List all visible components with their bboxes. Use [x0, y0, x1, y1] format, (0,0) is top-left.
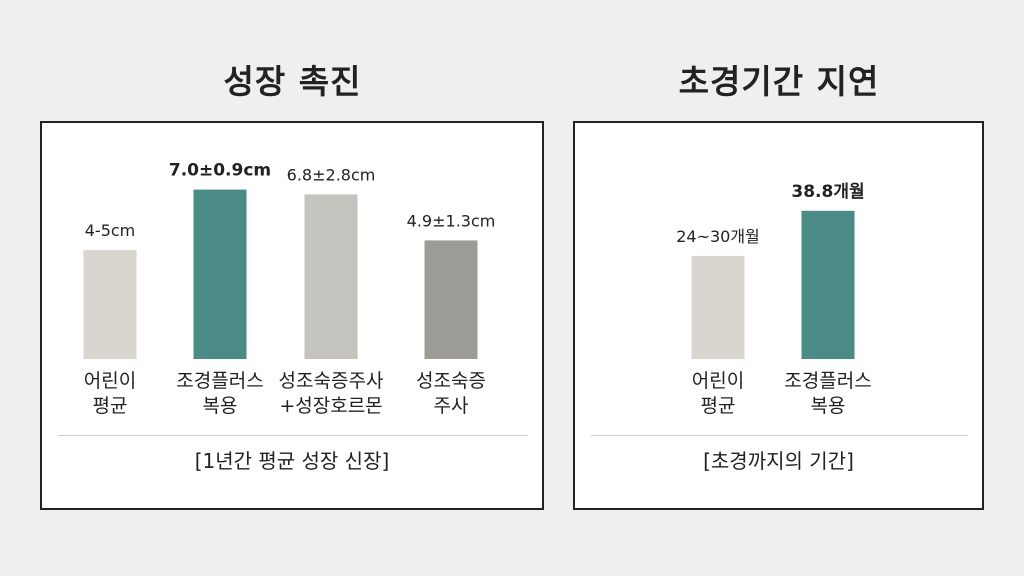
category-label: 어린이 — [84, 370, 136, 392]
bar — [691, 255, 745, 359]
bar — [801, 210, 855, 359]
data-label: 4.9±1.3cm — [407, 211, 496, 230]
growth-chart-panel: 4-5cm 어린이 평균 7.0±0.9cm 조경플러스 복용 6.8±2.8cm 성조숙증주… — [40, 121, 544, 510]
category-label: 주사 — [434, 395, 469, 417]
category-label: 복용 — [811, 395, 846, 417]
chart-title-menarche: 초경기간 지연 — [678, 62, 880, 101]
category-label: 평균 — [93, 395, 128, 417]
menarche-chart-caption: [초경까지의 기간] — [703, 449, 854, 473]
bar — [193, 189, 247, 359]
chart-divider — [58, 435, 528, 436]
data-label: 24~30개월 — [676, 227, 760, 246]
chart-divider — [591, 435, 968, 436]
category-label: 성조숙증 — [416, 370, 486, 392]
growth-chart: 4-5cm어린이평균7.0±0.9cm조경플러스복용6.8±2.8cm성조숙증주… — [83, 161, 496, 417]
category-label: +성장호르몬 — [279, 395, 382, 417]
growth-chart-caption: [1년간 평균 성장 신장] — [194, 449, 390, 473]
bar — [424, 240, 478, 359]
category-label: 평균 — [701, 395, 736, 417]
data-label: 4-5cm — [85, 221, 136, 240]
category-label: 성조숙증주사 — [279, 370, 384, 392]
category-label: 조경플러스 — [784, 370, 871, 392]
chart-title-growth: 성장 촉진 — [223, 62, 362, 101]
bar — [304, 194, 358, 359]
category-label: 어린이 — [692, 370, 744, 392]
data-label: 7.0±0.9cm — [169, 161, 271, 181]
category-label: 조경플러스 — [176, 370, 263, 392]
category-label: 복용 — [203, 395, 238, 417]
data-label: 38.8개월 — [791, 182, 864, 202]
data-label: 6.8±2.8cm — [287, 165, 376, 184]
bar — [83, 250, 137, 359]
